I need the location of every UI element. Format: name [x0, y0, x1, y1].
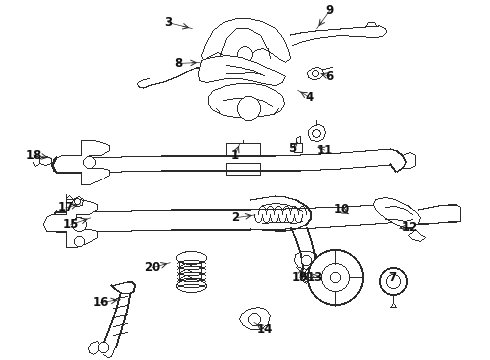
Text: 13: 13 — [307, 271, 323, 284]
Text: 12: 12 — [401, 221, 417, 234]
Text: 16: 16 — [93, 296, 109, 309]
Text: 3: 3 — [164, 16, 172, 29]
Text: 8: 8 — [174, 57, 182, 70]
Text: 19: 19 — [292, 271, 308, 284]
Text: 7: 7 — [389, 271, 396, 284]
Text: 5: 5 — [288, 141, 296, 155]
Text: 18: 18 — [25, 149, 42, 162]
Text: 2: 2 — [231, 211, 239, 224]
Text: 11: 11 — [317, 144, 333, 157]
Text: 14: 14 — [257, 323, 273, 336]
Text: 9: 9 — [325, 4, 334, 17]
Text: 15: 15 — [63, 218, 79, 231]
Text: 6: 6 — [325, 70, 334, 83]
Text: 17: 17 — [57, 201, 74, 215]
Text: 10: 10 — [334, 203, 350, 216]
Text: 4: 4 — [306, 91, 314, 104]
Text: 1: 1 — [231, 149, 239, 162]
Text: 20: 20 — [144, 261, 161, 274]
